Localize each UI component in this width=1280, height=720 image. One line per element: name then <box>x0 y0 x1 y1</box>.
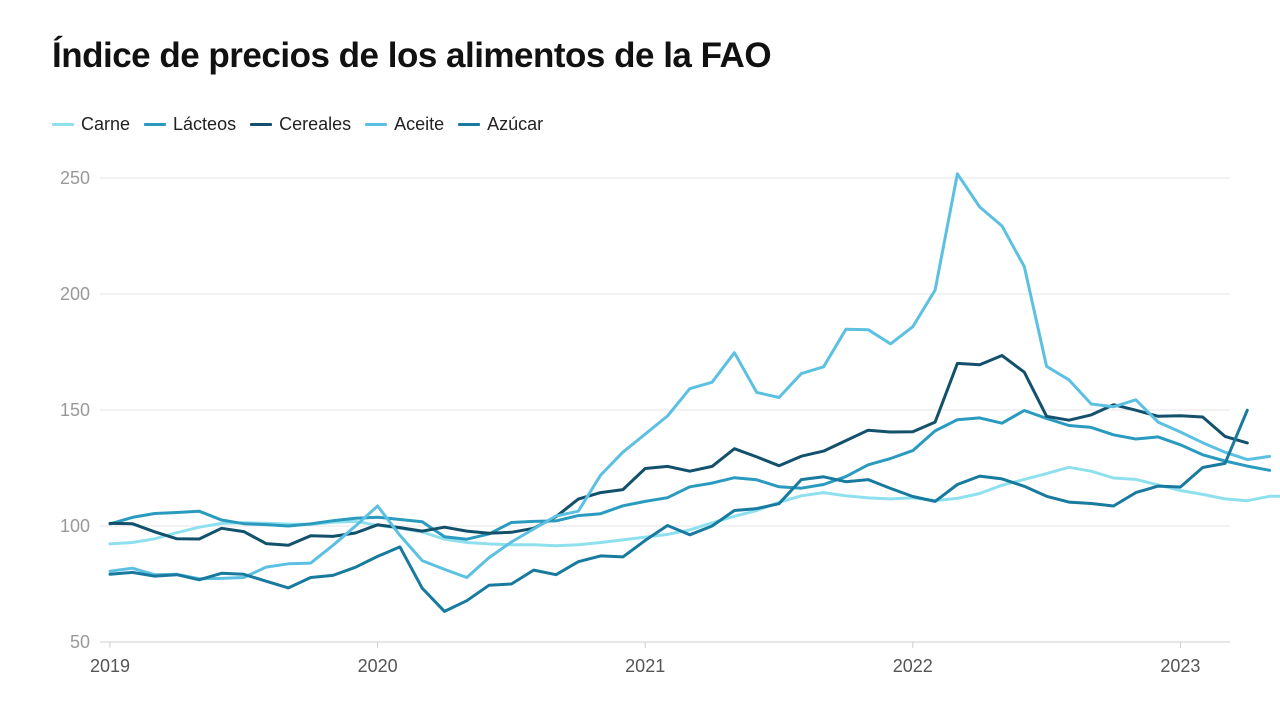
x-tick-label-2022: 2022 <box>893 656 933 676</box>
legend-label: Azúcar <box>487 114 544 134</box>
y-tick-label-100: 100 <box>60 516 90 536</box>
y-axis: 250 200 150 100 50 <box>60 168 90 652</box>
legend-label: Lácteos <box>173 114 237 134</box>
legend-label: Carne <box>81 114 131 134</box>
legend-swatch <box>250 123 273 126</box>
x-tick-label-2021: 2021 <box>625 656 665 676</box>
x-axis: 2019 2020 2021 2022 2023 <box>90 642 1200 676</box>
y-tick-label-250: 250 <box>60 168 90 188</box>
chart-legend: Carne Lácteos Cereales Aceite Azúcar <box>52 114 557 135</box>
legend-item-1: Carne <box>52 114 130 135</box>
y-tick-label-150: 150 <box>60 400 90 420</box>
legend-item-4: Aceite <box>365 114 444 135</box>
series-line-4 <box>108 172 1272 581</box>
series-line-2 <box>108 409 1272 541</box>
chart-title: Índice de precios de los alimentos de la… <box>52 36 772 75</box>
legend-label: Cereales <box>279 114 352 134</box>
legend-item-5: Azúcar <box>458 114 543 135</box>
legend-swatch <box>144 123 167 126</box>
y-tick-label-200: 200 <box>60 284 90 304</box>
series <box>108 172 1280 613</box>
legend-swatch <box>52 123 74 126</box>
grid <box>100 177 1230 643</box>
legend-label: Aceite <box>394 114 445 134</box>
legend-item-2: Lácteos <box>144 114 236 135</box>
x-tick-label-2019: 2019 <box>90 656 130 676</box>
series-line-5 <box>108 408 1249 613</box>
legend-swatch <box>365 123 388 126</box>
x-tick-label-2020: 2020 <box>358 656 398 676</box>
legend-swatch <box>458 123 481 126</box>
legend-item-3: Cereales <box>250 114 351 135</box>
y-tick-label-50: 50 <box>70 632 90 652</box>
x-tick-label-2023: 2023 <box>1160 656 1200 676</box>
series-line-3 <box>108 354 1249 547</box>
